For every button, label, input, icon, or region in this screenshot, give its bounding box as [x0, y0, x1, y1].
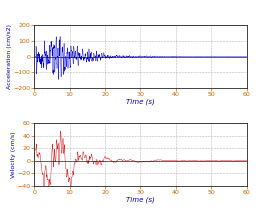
Y-axis label: Acceleration (cm/s2): Acceleration (cm/s2): [7, 24, 12, 89]
X-axis label: Time (s): Time (s): [126, 99, 155, 105]
X-axis label: Time (s): Time (s): [126, 197, 155, 203]
Y-axis label: Velocity (cm/s): Velocity (cm/s): [11, 131, 16, 178]
